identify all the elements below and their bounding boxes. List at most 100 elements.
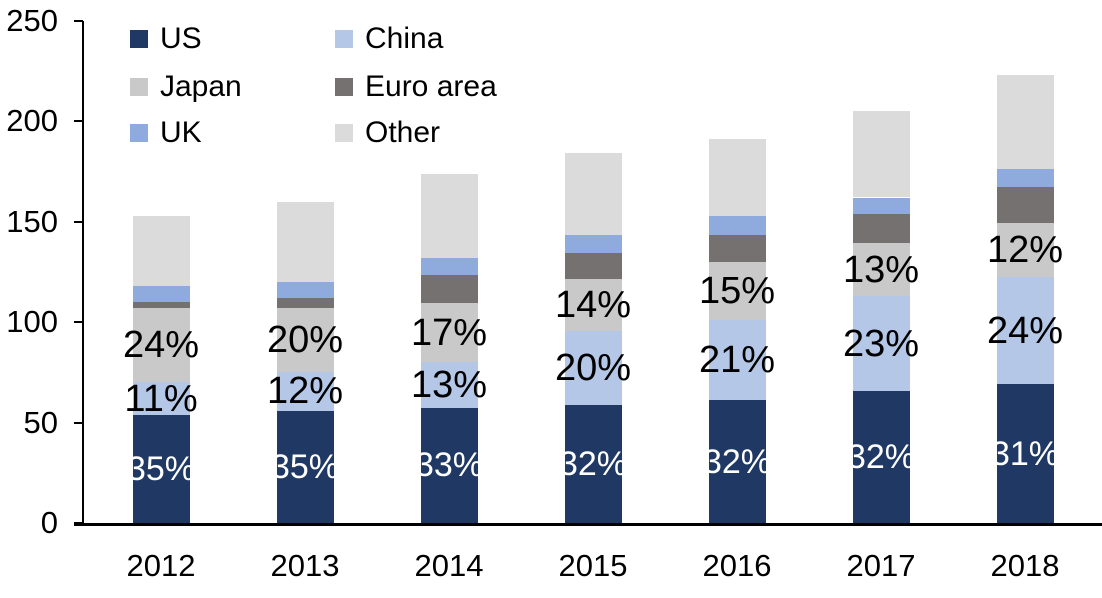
bar-segment-euro-area-2017: [852, 213, 910, 243]
x-axis-label-2013: 2013: [270, 548, 340, 583]
legend-swatch-other: [335, 124, 353, 142]
bar-segment-us-2018: 31%: [991, 384, 1059, 523]
bar-segment-china-2015: 20%: [555, 330, 631, 405]
bar-segment-other-2017: [852, 110, 910, 198]
bar-label-china-2015: 20%: [554, 346, 632, 389]
bar-segment-euro-area-2012: [132, 301, 190, 308]
legend-label-euro-area: Euro area: [365, 70, 497, 103]
bar-label-us-2015: 32%: [558, 444, 628, 483]
bar-label-japan-2014: 17%: [410, 311, 488, 354]
bar-segment-japan-2015: 14%: [555, 279, 631, 331]
bar-segment-us-2013: 35%: [271, 410, 339, 523]
legend-swatch-us: [130, 30, 148, 48]
bar-label-us-2014: 33%: [414, 446, 484, 485]
legend-swatch-china: [335, 30, 353, 48]
bar-label-japan-2016: 15%: [698, 269, 776, 312]
bar-segment-other-2013: [276, 201, 334, 283]
bar-segment-uk-2017: [852, 197, 910, 214]
y-tick-label: 200: [6, 103, 58, 139]
y-tick-mark: [74, 20, 83, 22]
bar-segment-japan-2013: 20%: [267, 307, 343, 372]
bar-label-japan-2018: 12%: [986, 228, 1064, 271]
bar-segment-other-2016: [708, 139, 766, 216]
legend-label-japan: Japan: [160, 70, 242, 103]
bar-segment-uk-2014: [420, 257, 478, 275]
x-axis-label-2015: 2015: [558, 548, 628, 583]
bar-segment-euro-area-2014: [420, 275, 478, 303]
legend-label-other: Other: [365, 116, 441, 149]
legend-item-us: US: [130, 23, 202, 55]
bar-segment-china-2018: 24%: [987, 276, 1063, 385]
bar-label-japan-2012: 24%: [122, 323, 200, 366]
bar-segment-us-2017: 32%: [847, 391, 915, 523]
bar-segment-us-2012: 35%: [127, 415, 195, 523]
y-tick-mark: [74, 522, 83, 524]
legend-item-other: Other: [335, 117, 440, 149]
bar-segment-japan-2017: 13%: [843, 242, 919, 297]
bar-label-china-2012: 11%: [124, 377, 198, 420]
bar-segment-japan-2016: 15%: [699, 262, 775, 320]
bar-segment-euro-area-2018: [996, 187, 1054, 223]
x-axis-label-2017: 2017: [846, 548, 916, 583]
x-axis-label-2016: 2016: [702, 548, 772, 583]
y-tick-label: 0: [40, 505, 58, 540]
y-axis-line: [82, 21, 84, 526]
y-tick-mark: [74, 120, 83, 123]
legend-label-china: China: [365, 22, 444, 55]
legend-swatch-uk: [130, 124, 148, 142]
bar-segment-uk-2018: [996, 169, 1054, 188]
bar-label-us-2017: 32%: [846, 438, 916, 477]
y-tick-mark: [74, 220, 83, 223]
x-axis-line: [74, 523, 1102, 526]
legend-item-china: China: [335, 23, 443, 55]
bar-label-japan-2013: 20%: [266, 318, 344, 361]
bar-segment-uk-2013: [276, 282, 334, 299]
legend-swatch-japan: [130, 78, 148, 96]
bar-segment-uk-2015: [564, 234, 622, 254]
bar-segment-euro-area-2013: [276, 298, 334, 308]
bar-label-japan-2015: 14%: [554, 283, 632, 326]
bar-segment-uk-2016: [708, 215, 766, 236]
bar-segment-china-2017: 23%: [843, 296, 919, 392]
bar-label-china-2014: 13%: [410, 364, 488, 407]
bar-label-us-2012: 35%: [126, 450, 196, 489]
y-tick-label: 150: [6, 203, 58, 239]
legend-label-us: US: [160, 22, 202, 55]
bar-label-japan-2017: 13%: [842, 248, 920, 291]
bar-segment-euro-area-2016: [708, 235, 766, 263]
bar-segment-euro-area-2015: [564, 253, 622, 279]
legend-swatch-euro-area: [335, 78, 353, 96]
x-axis-label-2014: 2014: [414, 548, 484, 583]
legend-item-euro-area: Euro area: [335, 71, 497, 103]
bar-segment-uk-2012: [132, 286, 190, 302]
bar-label-us-2013: 35%: [270, 447, 340, 486]
bar-segment-us-2015: 32%: [559, 404, 627, 523]
bar-segment-us-2014: 33%: [415, 407, 483, 523]
bar-label-china-2018: 24%: [986, 309, 1064, 352]
y-tick-mark: [74, 321, 83, 324]
bar-segment-japan-2014: 17%: [411, 302, 487, 363]
bar-segment-other-2012: [132, 215, 190, 287]
bar-segment-china-2014: 13%: [411, 362, 487, 408]
bar-label-china-2017: 23%: [842, 322, 920, 365]
bar-segment-us-2016: 32%: [703, 400, 771, 523]
bar-segment-china-2013: 12%: [267, 371, 343, 411]
bar-label-china-2013: 12%: [266, 370, 344, 413]
bar-segment-other-2014: [420, 173, 478, 258]
y-tick-label: 50: [23, 404, 58, 440]
y-tick-label: 250: [6, 3, 58, 38]
bar-segment-china-2012: 11%: [124, 380, 197, 418]
bar-segment-japan-2012: 24%: [123, 307, 199, 382]
x-axis-label-2018: 2018: [990, 548, 1060, 583]
bar-label-us-2018: 31%: [990, 434, 1060, 473]
legend-item-japan: Japan: [130, 71, 242, 103]
bar-label-china-2016: 21%: [698, 339, 776, 382]
bar-segment-other-2015: [564, 153, 622, 235]
bar-segment-other-2018: [996, 75, 1054, 170]
bar-segment-japan-2018: 12%: [987, 223, 1063, 277]
y-tick-label: 100: [6, 304, 58, 340]
x-axis-label-2012: 2012: [126, 548, 196, 583]
legend-item-uk: UK: [130, 117, 202, 149]
bar-segment-china-2016: 21%: [699, 319, 775, 401]
